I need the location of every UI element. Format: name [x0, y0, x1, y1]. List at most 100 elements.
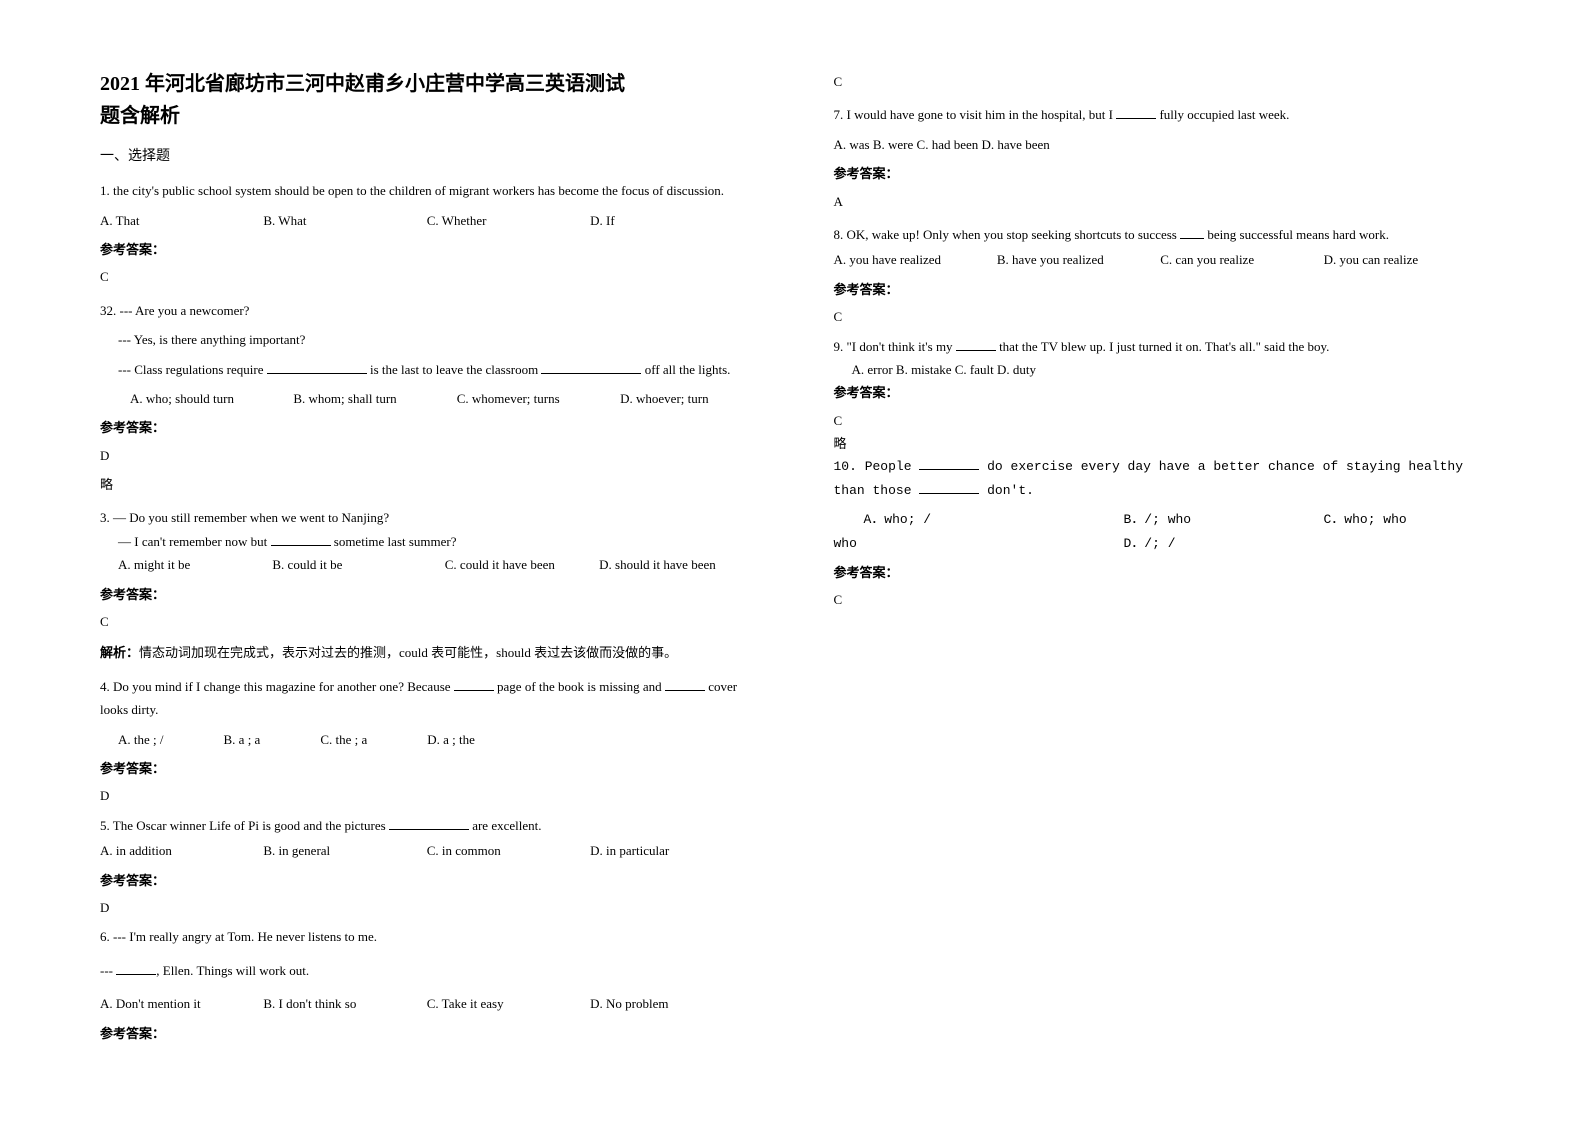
q8-answer-label: 参考答案： — [834, 278, 1488, 301]
q3-line2: — I can't remember now but sometime last… — [100, 530, 754, 553]
q9-sb: that the TV blew up. I just turned it on… — [996, 339, 1330, 354]
q4-answer-label: 参考答案： — [100, 757, 754, 780]
q5-answer: D — [100, 896, 754, 919]
q4-options: A. the ; / B. a ; a C. the ; a D. a ; th… — [100, 728, 754, 751]
q3-opt-d: D. should it have been — [599, 553, 753, 576]
q10-opt-c: C．who; who — [1324, 508, 1407, 531]
q3-l2a: — I can't remember now but — [118, 534, 271, 549]
q1b-opt-b: B. whom; shall turn — [263, 387, 426, 410]
q3-opt-b: B. could it be — [272, 553, 426, 576]
q1-opt-d: D. If — [590, 209, 753, 232]
q9-options: A. error B. mistake C. fault D. duty — [834, 358, 1488, 381]
q1b-opt-a: A. who; should turn — [100, 387, 263, 410]
q1b-stem: 32. --- Are you a newcomer? — [100, 299, 754, 322]
q8-opt-a: A. you have realized — [834, 248, 997, 271]
q1-answer-label: 参考答案： — [100, 238, 754, 261]
q4-answer: D — [100, 784, 754, 807]
q3-stem: 3. — Do you still remember when we went … — [100, 506, 754, 529]
q3-opt-c: C. could it have been — [427, 553, 599, 576]
q5-stem: 5. The Oscar winner Life of Pi is good a… — [100, 814, 754, 837]
q6-options: A. Don't mention it B. I don't think so … — [100, 992, 754, 1015]
q10-stem: 10. People do exercise every day have a … — [834, 455, 1488, 502]
q5-sb: are excellent. — [469, 818, 542, 833]
q3-analysis-label: 解析： — [100, 645, 139, 660]
q10-opt-d: D．/; / — [1124, 532, 1204, 555]
q1-opt-a: A. That — [100, 209, 263, 232]
q6-l2a: --- — [100, 963, 116, 978]
q10-options: A．who; / B．/; who C．who; who who D．/; / — [834, 508, 1488, 555]
q3-analysis-text: 情态动词加现在完成式，表示对过去的推测，could 表可能性，should 表过… — [139, 645, 677, 660]
q6-opt-d: D. No problem — [590, 992, 753, 1015]
q7-stem: 7. I would have gone to visit him in the… — [834, 103, 1488, 126]
q9-stem: 9. "I don't think it's my that the TV bl… — [834, 335, 1488, 358]
q6-answer: C — [834, 70, 1488, 93]
q9-sa: 9. "I don't think it's my — [834, 339, 956, 354]
q6-answer-label: 参考答案： — [100, 1022, 754, 1045]
q6-opt-b: B. I don't think so — [263, 992, 426, 1015]
q7-sa: 7. I would have gone to visit him in the… — [834, 107, 1117, 122]
q5-opt-d: D. in particular — [590, 839, 753, 862]
q6-opt-a: A. Don't mention it — [100, 992, 263, 1015]
q4-stem: 4. Do you mind if I change this magazine… — [100, 675, 754, 722]
q4-opt-a: A. the ; / — [118, 728, 224, 751]
q1b-opt-d: D. whoever; turn — [590, 387, 753, 410]
q5-answer-label: 参考答案： — [100, 869, 754, 892]
q9-answer: C — [834, 409, 1488, 432]
q4-sb: page of the book is missing and — [494, 679, 665, 694]
doc-title-line1: 2021 年河北省廊坊市三河中赵甫乡小庄营中学高三英语测试 — [100, 70, 754, 98]
q1b-answer: D — [100, 444, 754, 467]
q3-opt-a: A. might it be — [100, 553, 272, 576]
doc-title-line2: 题含解析 — [100, 102, 754, 130]
q10-opt-a: A．who; / — [864, 508, 1124, 531]
q10-opt-c2: who — [834, 532, 1124, 555]
q6-stem: 6. --- I'm really angry at Tom. He never… — [100, 925, 754, 948]
q7-sb: fully occupied last week. — [1156, 107, 1289, 122]
q3-l2b: sometime last summer? — [331, 534, 457, 549]
q5-sa: 5. The Oscar winner Life of Pi is good a… — [100, 818, 389, 833]
blank — [267, 373, 367, 374]
q5-opt-b: B. in general — [263, 839, 426, 862]
q7-answer: A — [834, 190, 1488, 213]
q5-opt-c: C. in common — [427, 839, 590, 862]
blank — [919, 469, 979, 470]
q8-options: A. you have realized B. have you realize… — [834, 248, 1488, 271]
q8-sb: being successful means hard work. — [1204, 227, 1389, 242]
q8-opt-d: D. you can realize — [1324, 248, 1487, 271]
q1-options: A. That B. What C. Whether D. If — [100, 209, 754, 232]
blank — [1116, 118, 1156, 119]
q1b-answer-label: 参考答案： — [100, 416, 754, 439]
blank — [271, 545, 331, 546]
q1b-opt-c: C. whomever; turns — [427, 387, 590, 410]
q6-opt-c: C. Take it easy — [427, 992, 590, 1015]
q4-sa: 4. Do you mind if I change this magazine… — [100, 679, 454, 694]
q8-stem: 8. OK, wake up! Only when you stop seeki… — [834, 223, 1488, 246]
q10-opt-b: B．/; who — [1124, 508, 1324, 531]
q1b-l3c: off all the lights. — [641, 362, 730, 377]
q3-options: A. might it be B. could it be C. could i… — [100, 553, 754, 576]
q9-answer-label: 参考答案： — [834, 381, 1488, 404]
q10-answer-label: 参考答案： — [834, 561, 1488, 584]
q1b-l3b: is the last to leave the classroom — [367, 362, 542, 377]
q3-answer: C — [100, 610, 754, 633]
blank — [956, 350, 996, 351]
blank — [454, 690, 494, 691]
section-1-header: 一、选择题 — [100, 144, 754, 169]
q6-line2: --- , Ellen. Things will work out. — [100, 959, 754, 982]
q8-answer: C — [834, 305, 1488, 328]
blank — [919, 493, 979, 494]
q1b-l3a: --- Class regulations require — [118, 362, 267, 377]
q8-opt-c: C. can you realize — [1160, 248, 1323, 271]
q1-answer: C — [100, 265, 754, 288]
q4-opt-c: C. the ; a — [320, 728, 427, 751]
q6-l2b: , Ellen. Things will work out. — [156, 963, 309, 978]
q8-sa: 8. OK, wake up! Only when you stop seeki… — [834, 227, 1181, 242]
q5-opt-a: A. in addition — [100, 839, 263, 862]
blank — [116, 974, 156, 975]
q3-answer-label: 参考答案： — [100, 583, 754, 606]
q4-opt-b: B. a ; a — [224, 728, 321, 751]
q1-opt-b: B. What — [263, 209, 426, 232]
blank — [665, 690, 705, 691]
q1b-options: A. who; should turn B. whom; shall turn … — [100, 387, 754, 410]
q10-answer: C — [834, 588, 1488, 611]
q1-opt-c: C. Whether — [427, 209, 590, 232]
